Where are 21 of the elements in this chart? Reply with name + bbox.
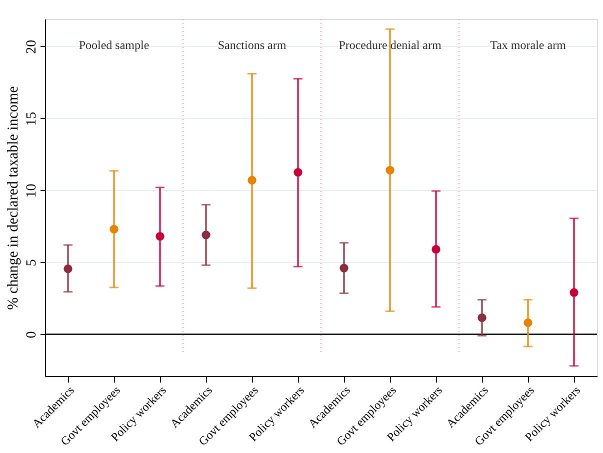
point [478,313,486,322]
point [110,224,118,234]
y-tick-label: 10 [24,184,40,198]
annotation: Sanctions arm [218,38,287,52]
point [64,264,72,274]
point [386,166,394,174]
y-tick-label: 0 [24,331,40,338]
point [524,318,532,328]
annotation: Pooled sample [78,38,150,52]
y-tick-label: 5 [24,259,40,266]
point [432,245,440,254]
y-tick-label: 20 [24,40,40,54]
point [570,288,578,297]
point [294,168,302,177]
y-tick-label: 15 [24,112,40,126]
point [202,230,210,240]
point [340,264,348,272]
point [248,176,256,185]
annotation: Tax morale arm [490,38,567,52]
y-axis-title: % change in declared taxable income [6,86,22,310]
point [156,232,164,241]
